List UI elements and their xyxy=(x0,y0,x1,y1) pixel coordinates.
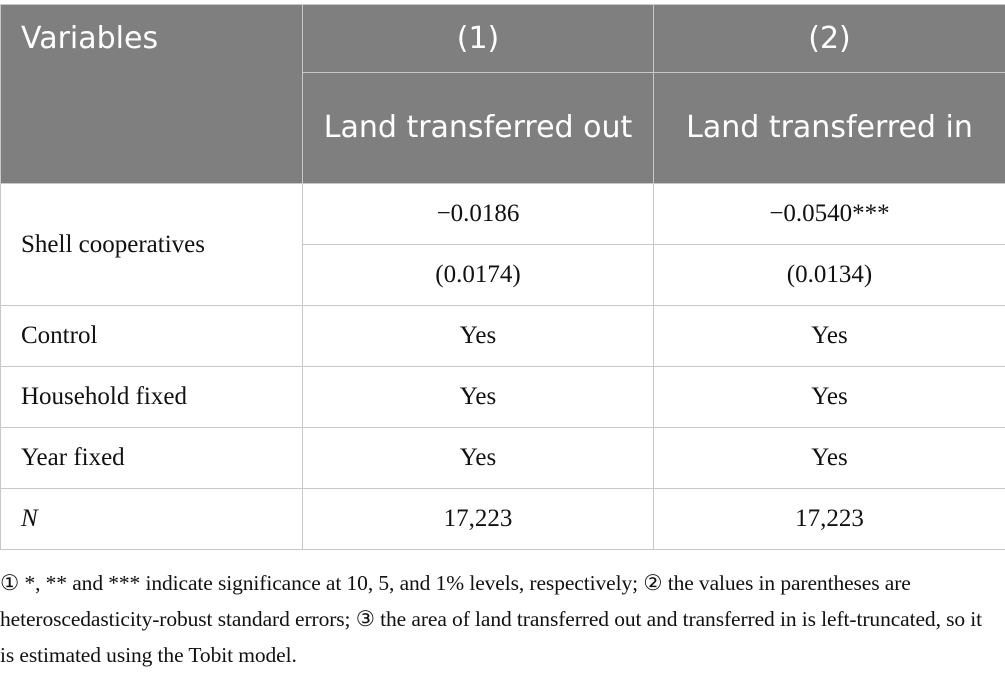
cell: 17,223 xyxy=(302,488,654,550)
row-label: Year fixed xyxy=(0,427,303,489)
header-row: Variables (1) (2) xyxy=(0,4,1005,184)
table-row: Shell cooperatives −0.0186 −0.0540*** xyxy=(0,183,1005,306)
cell: 17,223 xyxy=(653,488,1005,550)
cell-se: (0.0134) xyxy=(653,244,1005,306)
table-row: Control Yes Yes xyxy=(0,305,1005,367)
cell: Yes xyxy=(302,427,654,489)
table-row: Household fixed Yes Yes xyxy=(0,366,1005,428)
cell: Yes xyxy=(302,305,654,367)
row-label: Control xyxy=(0,305,303,367)
row-label: N xyxy=(0,488,303,550)
cell: Yes xyxy=(653,366,1005,428)
header-col1-label: Land transferred out xyxy=(302,72,654,184)
header-col2-number: (2) xyxy=(653,4,1005,73)
table-row: Year fixed Yes Yes xyxy=(0,427,1005,489)
cell: Yes xyxy=(302,366,654,428)
row-label: Household fixed xyxy=(0,366,303,428)
cell: Yes xyxy=(653,427,1005,489)
table-row: N 17,223 17,223 xyxy=(0,488,1005,550)
cell-se: (0.0174) xyxy=(302,244,654,306)
header-row: Land transferred out Land transferred in xyxy=(1,72,1005,184)
table-footnote: ① *, ** and *** indicate significance at… xyxy=(0,571,983,667)
header-variables: Variables xyxy=(0,4,303,184)
header-col1-number: (1) xyxy=(302,4,654,73)
regression-table: Variables (1) (2) Land transferred out L… xyxy=(0,4,1005,550)
cell: −0.0186 xyxy=(302,183,654,245)
header-col2-label: Land transferred in xyxy=(653,72,1005,184)
cell: −0.0540*** xyxy=(653,183,1005,245)
cell: Yes xyxy=(653,305,1005,367)
row-label: Shell cooperatives xyxy=(0,183,303,306)
